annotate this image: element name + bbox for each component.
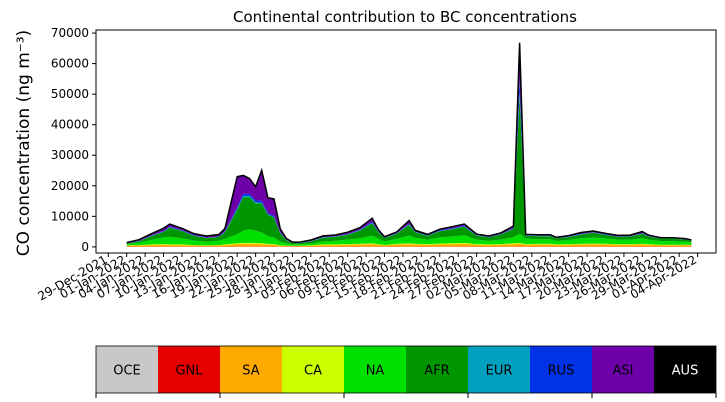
legend-swatch-gnl bbox=[158, 346, 220, 393]
y-tick-label: 10000 bbox=[51, 209, 89, 223]
legend-label-asi: ASI bbox=[613, 364, 634, 379]
legend-swatch-eur bbox=[468, 346, 530, 393]
total-line bbox=[126, 42, 692, 244]
area-series-asi bbox=[126, 42, 692, 244]
y-axis-label: CO concentration (ng m⁻³) bbox=[14, 30, 34, 256]
legend-label-ca: CA bbox=[304, 364, 322, 379]
y-tick-label: 60000 bbox=[51, 57, 89, 71]
legend-frame bbox=[95, 345, 717, 394]
y-tick-label: 0 bbox=[81, 240, 89, 254]
y-tick-label: 40000 bbox=[51, 118, 89, 132]
legend-label-afr: AFR bbox=[424, 364, 449, 379]
legend-swatch-sa bbox=[220, 346, 282, 393]
area-series-ca bbox=[126, 242, 692, 246]
legend-swatch-aus bbox=[654, 346, 716, 393]
legend-swatch-afr bbox=[406, 346, 468, 393]
legend-label-sa: SA bbox=[242, 364, 259, 379]
legend-label-na: NA bbox=[366, 364, 385, 379]
area-series-na bbox=[126, 229, 692, 246]
legend-label-rus: RUS bbox=[548, 364, 575, 379]
area-series-sa bbox=[126, 243, 692, 247]
legend-label-aus: AUS bbox=[672, 364, 699, 379]
colorbar-legend: OCE GNL SA CA NA AFR EUR RUS ASI AUS bbox=[95, 345, 717, 398]
y-tick-label: 50000 bbox=[51, 87, 89, 101]
y-tick-label: 70000 bbox=[51, 26, 89, 40]
chart-title: Continental contribution to BC concentra… bbox=[233, 8, 577, 26]
plot-area: 01000020000300004000050000600007000029-D… bbox=[35, 26, 717, 303]
legend-swatch-ca bbox=[282, 346, 344, 393]
legend-label-gnl: GNL bbox=[175, 364, 203, 379]
plot-frame bbox=[95, 29, 717, 254]
legend-label-eur: EUR bbox=[486, 364, 513, 379]
legend-swatch-oce bbox=[96, 346, 158, 393]
legend-swatch-na bbox=[344, 346, 406, 393]
y-tick-label: 20000 bbox=[51, 179, 89, 193]
legend-swatch-asi bbox=[592, 346, 654, 393]
y-tick-label: 30000 bbox=[51, 148, 89, 162]
legend-label-oce: OCE bbox=[113, 364, 141, 379]
area-series-aus bbox=[126, 42, 692, 243]
area-series-rus bbox=[126, 79, 692, 244]
legend-swatch-rus bbox=[530, 346, 592, 393]
